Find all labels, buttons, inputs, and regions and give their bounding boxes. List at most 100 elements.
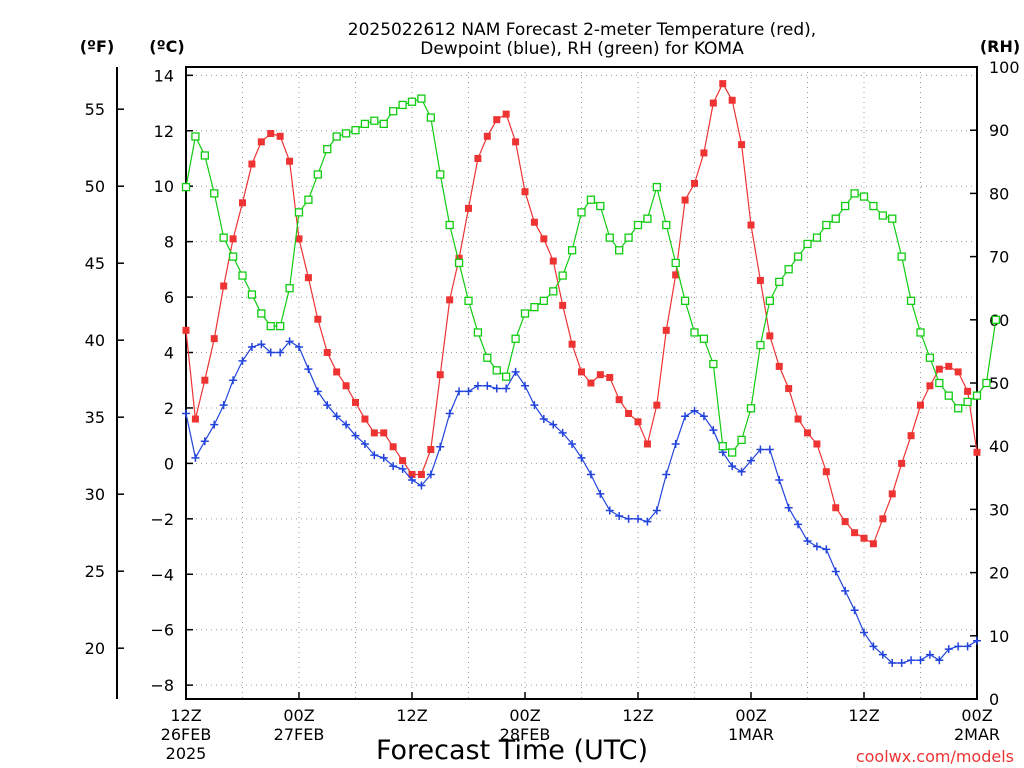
celsius-tick-label: −4 [150, 565, 174, 584]
data-point-rh [869, 201, 878, 211]
data-point-dewpoint [191, 453, 200, 462]
fahrenheit-tick-label: 45 [85, 254, 105, 273]
data-point-rh [483, 353, 492, 362]
data-point-temperature [436, 371, 444, 379]
data-point-dewpoint [370, 451, 379, 460]
data-point-rh [756, 340, 765, 350]
data-point-temperature [361, 415, 369, 423]
data-point-rh [775, 277, 784, 287]
data-point-temperature [427, 446, 435, 454]
fahrenheit-tick-label: 25 [85, 562, 105, 581]
data-point-temperature [568, 340, 576, 348]
data-point-temperature [295, 235, 303, 243]
data-point-temperature [813, 440, 821, 448]
data-point-dewpoint [888, 658, 897, 667]
fahrenheit-tick-label: 35 [85, 408, 105, 427]
data-point-dewpoint [549, 420, 558, 429]
data-point-temperature [747, 221, 755, 229]
rh-tick-label: 80 [989, 184, 1009, 203]
data-point-rh [407, 97, 417, 106]
fahrenheit-tick-label: 20 [85, 639, 105, 658]
celsius-tick-label: 6 [164, 288, 174, 307]
data-point-rh [313, 170, 322, 179]
data-point-temperature [530, 218, 538, 226]
data-point-temperature [342, 382, 350, 390]
data-point-rh [398, 100, 407, 110]
data-point-dewpoint [935, 656, 944, 665]
data-point-temperature [333, 368, 341, 376]
data-point-dewpoint [728, 462, 737, 471]
data-point-dewpoint [295, 342, 303, 351]
data-point-dewpoint [360, 439, 369, 448]
data-point-dewpoint [408, 476, 416, 485]
x-tick-label: 2025 [166, 744, 207, 763]
data-point-rh [200, 151, 209, 160]
fahrenheit-tick-label: 30 [85, 485, 105, 504]
data-point-temperature [841, 518, 849, 526]
data-point-dewpoint [916, 656, 925, 665]
data-point-dewpoint [247, 342, 256, 351]
data-point-rh [841, 201, 850, 211]
x-tick-label: 1MAR [728, 725, 774, 744]
data-point-dewpoint [464, 387, 473, 396]
data-point-dewpoint [511, 367, 520, 376]
data-point-dewpoint [398, 464, 407, 473]
data-point-temperature [964, 387, 972, 395]
data-point-temperature [625, 409, 633, 417]
data-point-temperature [465, 204, 472, 212]
data-point-temperature [766, 332, 774, 340]
data-point-dewpoint [973, 636, 981, 645]
data-point-dewpoint [238, 356, 247, 365]
data-point-rh [276, 321, 285, 331]
data-point-dewpoint [379, 453, 388, 462]
data-point-temperature [399, 457, 407, 465]
rh-tick-label: 90 [989, 121, 1009, 140]
data-point-rh [605, 233, 614, 242]
data-point-rh [549, 287, 558, 296]
rh-tick-label: 70 [989, 248, 1009, 267]
data-point-dewpoint [812, 542, 821, 551]
data-point-rh [897, 252, 906, 261]
data-point-temperature [917, 401, 924, 409]
rh-tick-label: 10 [989, 627, 1009, 646]
data-point-temperature [634, 418, 642, 426]
data-point-rh [615, 246, 624, 255]
data-point-dewpoint [775, 476, 784, 485]
data-point-temperature [822, 468, 830, 476]
data-point-dewpoint [624, 514, 633, 523]
data-point-temperature [935, 365, 943, 373]
data-point-dewpoint [860, 628, 868, 637]
data-point-temperature [370, 429, 378, 437]
data-point-temperature [323, 349, 331, 357]
data-point-rh [991, 315, 1000, 324]
rh-tick-label: 0 [989, 690, 999, 709]
data-point-rh [210, 189, 219, 198]
data-point-temperature [549, 257, 557, 265]
data-point-dewpoint [841, 586, 850, 595]
x-tick-label: 00Z [735, 706, 766, 725]
data-point-rh [671, 258, 680, 268]
data-point-dewpoint [455, 387, 464, 396]
data-point-dewpoint [502, 384, 511, 393]
data-point-dewpoint [756, 445, 765, 454]
data-point-dewpoint [615, 512, 624, 521]
rh-tick-label: 40 [989, 437, 1009, 456]
data-point-temperature [945, 362, 953, 370]
data-point-dewpoint [257, 340, 266, 349]
data-point-dewpoint [568, 439, 577, 448]
x-tick-label: 28FEB [500, 725, 551, 744]
data-point-temperature [738, 141, 746, 149]
data-point-dewpoint [219, 401, 228, 410]
data-point-temperature [380, 429, 388, 437]
data-point-temperature [220, 282, 228, 290]
data-point-dewpoint [963, 642, 972, 651]
data-point-rh [511, 334, 520, 343]
series-group [181, 80, 1000, 667]
data-point-temperature [832, 504, 840, 512]
data-point-temperature [851, 529, 859, 537]
data-point-temperature [446, 296, 454, 304]
data-point-rh [925, 353, 935, 362]
data-point-dewpoint [944, 645, 953, 654]
data-point-temperature [860, 534, 868, 542]
data-point-dewpoint [210, 420, 219, 429]
